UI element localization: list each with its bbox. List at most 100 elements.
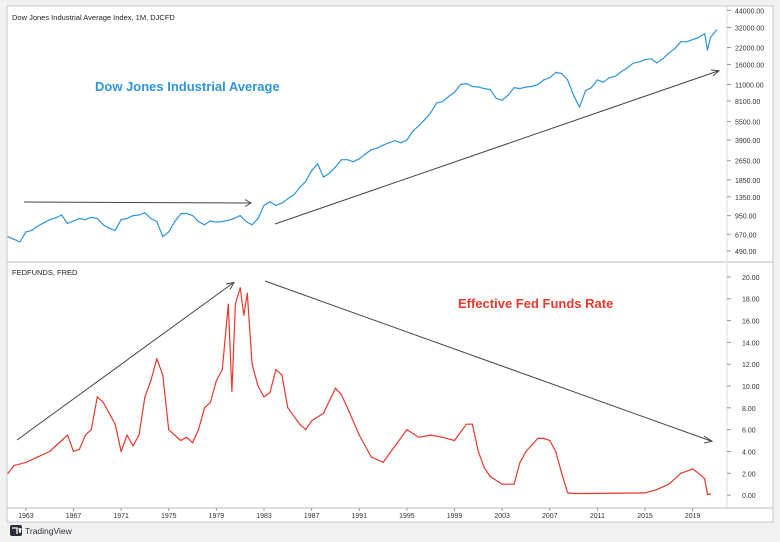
x-tick-label: 1999 [447, 513, 463, 520]
dow-data-point [698, 36, 700, 39]
dow-y-tick-label: 22000.00 [735, 45, 764, 52]
dow-y-tick-label: 44000.00 [735, 8, 764, 15]
fedfunds-data-point [132, 445, 134, 447]
fedfunds-data-point [489, 475, 491, 478]
dow-data-point [108, 227, 110, 229]
fedfunds-data-point [138, 434, 140, 436]
fedfunds-data-point [246, 292, 248, 294]
dow-data-point [144, 212, 146, 214]
fedfunds-data-point [418, 436, 420, 438]
dow-data-point [448, 95, 450, 98]
dow-data-point [584, 90, 587, 92]
fedfunds-data-point [644, 492, 646, 494]
fedfunds-data-point [269, 391, 271, 394]
dow-data-point [709, 36, 712, 39]
bottom-arrows [16, 280, 714, 444]
dow-flat-arrowhead [244, 199, 252, 207]
fedfunds-y-tick-label: 2.00 [742, 471, 756, 478]
fedfunds-data-point [483, 467, 485, 469]
dow-uptrend-arrowhead [710, 69, 721, 77]
dow-data-point [90, 216, 92, 218]
x-tick-label: 1975 [161, 513, 177, 520]
dow-data-point [186, 212, 188, 214]
tradingview-logo[interactable]: TradingView [10, 525, 73, 536]
bottom-panel-label: FEDFUNDS, FRED [12, 268, 78, 277]
dow-data-point [168, 231, 170, 233]
top-arrows [23, 69, 721, 225]
dow-annotation: Dow Jones Industrial Average [95, 79, 280, 94]
dow-data-point [37, 225, 39, 227]
fedfunds-data-point [209, 401, 211, 403]
dow-data-point [680, 41, 682, 43]
dow-data-point [96, 217, 98, 220]
fedfunds-data-point [180, 439, 182, 442]
fedfunds-data-point [231, 390, 233, 393]
fedfunds-data-point [102, 401, 104, 403]
fedfunds-data-point [680, 472, 682, 474]
fedfunds-data-point [555, 450, 557, 453]
dow-data-point [394, 140, 396, 142]
fedfunds-data-point [704, 478, 706, 480]
dow-data-point [61, 214, 63, 216]
fedfunds-data-point [567, 492, 569, 494]
dow-uptrend-arrow [274, 70, 719, 225]
dow-series-group [7, 29, 718, 243]
x-tick-label: 1971 [113, 513, 129, 520]
x-tick-label: 1967 [66, 513, 82, 520]
dow-data-point [602, 81, 605, 83]
dow-y-tick-label: 950.00 [735, 214, 757, 221]
x-tick-label: 1991 [351, 513, 367, 520]
top-panel-label: Dow Jones Industrial Average Index, 1M, … [12, 13, 175, 22]
dow-data-point [340, 159, 342, 161]
x-tick-label: 2011 [590, 513, 605, 520]
dow-data-point [239, 215, 241, 217]
dow-data-point [162, 236, 164, 238]
x-tick-label: 2015 [637, 513, 653, 520]
x-tick-label: 2019 [685, 513, 701, 520]
dow-data-point [650, 58, 652, 60]
dow-data-point [370, 149, 372, 151]
x-tick-label: 2007 [542, 513, 558, 520]
fedfunds-data-point [197, 429, 200, 431]
fedfunds-data-point [221, 369, 223, 371]
dow-data-point [311, 170, 313, 172]
dow-data-point [317, 163, 319, 165]
fedfunds-y-tick-label: 16.00 [742, 319, 760, 326]
fedfunds-data-point [706, 493, 709, 496]
dow-data-point [400, 142, 402, 144]
dow-data-point [567, 79, 569, 81]
fedfunds-data-point [442, 436, 444, 438]
dow-data-point [382, 144, 384, 146]
fedfunds-data-point [334, 387, 336, 389]
x-tick-label: 1963 [18, 513, 34, 520]
fedfunds-series-line [7, 287, 711, 496]
fedfunds-data-point [525, 450, 527, 453]
x-tick-label: 1979 [209, 513, 225, 520]
fedfunds-data-point [215, 379, 217, 382]
dow-data-point [715, 29, 718, 31]
fedfunds-data-point [382, 461, 384, 463]
fedfunds-data-point [513, 483, 515, 485]
dow-y-tick-label: 670.00 [735, 232, 757, 239]
fedfunds-data-point [287, 407, 289, 409]
dow-data-point [620, 71, 622, 73]
dow-data-point [674, 48, 676, 50]
dow-data-point [704, 33, 706, 35]
dow-data-point [453, 91, 456, 93]
dow-data-point [418, 125, 420, 127]
dow-data-point [132, 215, 134, 217]
fedfunds-y-tick-label: 8.00 [742, 406, 756, 413]
fedfunds-data-point [144, 396, 146, 398]
dow-data-point [507, 94, 509, 96]
fedfunds-y-tick-label: 18.00 [742, 297, 760, 304]
fedfunds-data-point [501, 483, 503, 485]
dow-data-point [322, 176, 325, 178]
dow-data-point [263, 204, 265, 206]
fedfunds-data-point [227, 303, 229, 305]
dow-data-point [555, 71, 557, 73]
fedfunds-data-point [174, 434, 176, 436]
dow-data-point [221, 220, 223, 223]
dow-data-point [662, 58, 664, 60]
dow-y-tick-label: 5500.00 [735, 120, 760, 127]
dow-data-point [66, 222, 69, 225]
